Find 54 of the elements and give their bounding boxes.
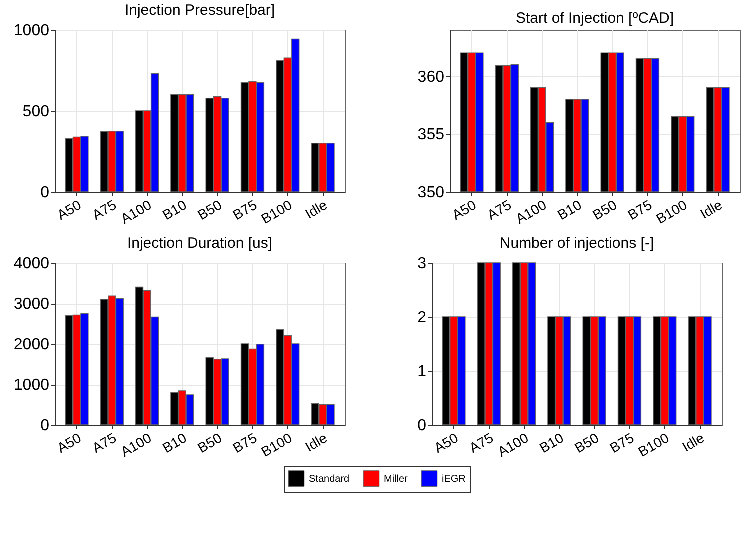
chart-title: Injection Duration [us] xyxy=(127,235,273,252)
x-tick-label: A50 xyxy=(54,430,84,456)
x-tick-label: B50 xyxy=(572,430,602,456)
y-tick-label: 1000 xyxy=(14,22,50,40)
y-tick-label: 1000 xyxy=(14,377,50,394)
x-tick-label: B50 xyxy=(590,196,620,224)
x-tick-label: A75 xyxy=(484,196,514,224)
y-tick-label: 0 xyxy=(40,184,50,202)
x-tick-label: A75 xyxy=(90,430,120,456)
x-tick-label: B50 xyxy=(194,196,225,224)
x-tick-label: Idle xyxy=(697,196,726,222)
x-tick-label: B10 xyxy=(160,430,190,456)
legend-label: Miller xyxy=(384,474,409,485)
x-tick-label: B10 xyxy=(554,196,585,224)
x-tick-label: A75 xyxy=(90,196,120,224)
x-tick-label: Idle xyxy=(302,430,330,455)
y-tick-label: 3 xyxy=(418,256,427,272)
y-tick-label: 4000 xyxy=(14,256,50,272)
y-tick-label: 0 xyxy=(418,418,427,434)
x-tick-label: A100 xyxy=(494,430,532,460)
x-tick-label: A50 xyxy=(449,196,480,224)
x-tick-label: B100 xyxy=(636,430,672,460)
x-tick-label: A100 xyxy=(118,196,154,227)
y-tick-label: 500 xyxy=(22,104,50,120)
y-tick-label: 1 xyxy=(418,364,427,380)
y-tick-label: 360 xyxy=(418,68,445,86)
legend-label: Standard xyxy=(309,474,350,485)
y-tick-label: 3000 xyxy=(14,296,50,313)
x-tick-label: B75 xyxy=(230,430,260,456)
legend-label: iEGR xyxy=(442,474,466,485)
x-tick-label: A50 xyxy=(431,430,462,456)
x-tick-label: B10 xyxy=(160,196,190,224)
x-tick-label: A75 xyxy=(466,430,496,456)
x-tick-label: Idle xyxy=(679,430,708,455)
x-tick-label: B50 xyxy=(194,430,225,456)
y-tick-label: 355 xyxy=(418,126,445,144)
x-tick-label: B75 xyxy=(607,430,637,456)
chart-title: Injection Pressure[bar] xyxy=(124,2,276,19)
y-tick-label: 350 xyxy=(418,184,445,202)
x-tick-label: A100 xyxy=(118,430,154,460)
chart-title: Number of injections [-] xyxy=(500,235,654,252)
x-tick-label: A50 xyxy=(54,196,84,224)
chart-title: Start of Injection [ºCAD] xyxy=(516,10,674,27)
x-tick-label: B75 xyxy=(230,196,260,224)
y-tick-label: 2000 xyxy=(14,336,50,354)
y-tick-label: 0 xyxy=(40,418,50,434)
x-tick-label: B100 xyxy=(654,196,690,227)
x-tick-label: Idle xyxy=(302,196,330,222)
y-tick-label: 2 xyxy=(418,310,427,326)
x-tick-label: B100 xyxy=(258,430,296,460)
x-tick-label: B75 xyxy=(625,196,655,224)
x-tick-label: A100 xyxy=(512,196,550,227)
x-tick-label: B100 xyxy=(258,196,296,227)
x-tick-label: B10 xyxy=(536,430,567,456)
